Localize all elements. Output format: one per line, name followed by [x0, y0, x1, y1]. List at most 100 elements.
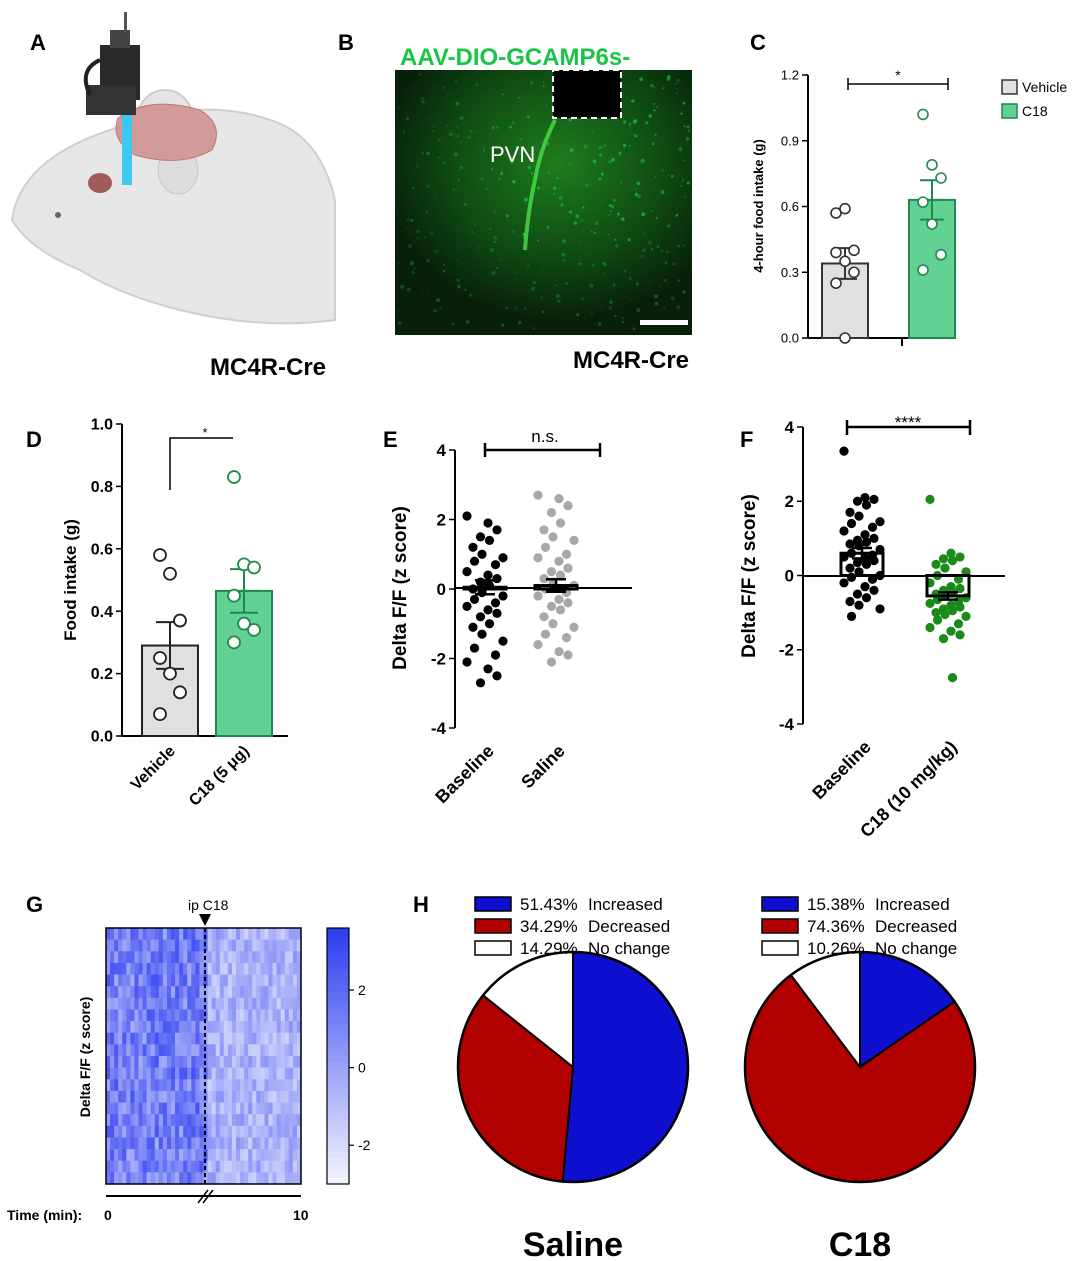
heat-cell	[166, 997, 172, 1010]
neuron-speck	[547, 171, 551, 175]
neuron-speck	[420, 178, 422, 180]
data-point	[533, 553, 543, 563]
heat-cell	[268, 986, 273, 999]
heat-cell	[146, 1021, 151, 1034]
heat-cell	[130, 939, 135, 952]
heat-cell	[130, 1009, 135, 1022]
heat-cell	[288, 1114, 294, 1127]
data-point	[484, 535, 495, 545]
heat-cell	[268, 1090, 273, 1103]
heat-cell	[276, 1125, 281, 1138]
heat-cell	[288, 1137, 294, 1150]
heat-cell	[138, 1160, 143, 1173]
heat-cell	[199, 1056, 204, 1068]
heat-cell	[122, 1067, 127, 1080]
neuron-speck	[664, 261, 668, 265]
heat-cell	[284, 1125, 290, 1138]
heat-cell	[207, 1090, 212, 1103]
heat-cell	[276, 1044, 281, 1057]
heat-cell	[244, 974, 249, 987]
neuron-speck	[677, 279, 681, 283]
heat-cell	[179, 1009, 184, 1022]
heat-cell	[130, 1044, 135, 1057]
data-point	[940, 563, 950, 573]
heat-cell	[122, 1172, 127, 1185]
neuron-speck	[653, 86, 655, 88]
heat-cell	[211, 951, 216, 964]
neuron-speck	[489, 227, 492, 231]
heat-cell	[130, 1021, 135, 1034]
pie-c18: C18	[743, 950, 977, 1261]
data-point	[830, 277, 842, 290]
neuron-speck	[421, 99, 423, 101]
heat-cell	[195, 1032, 200, 1045]
heat-cell	[276, 1149, 281, 1162]
neuron-speck	[611, 205, 614, 209]
heat-cell	[110, 974, 115, 987]
heat-cell	[252, 1172, 257, 1185]
neuron-speck	[540, 296, 544, 300]
heat-cell	[276, 939, 281, 952]
bar-1	[215, 589, 273, 737]
heat-cell	[142, 939, 147, 952]
heat-cell	[142, 1021, 147, 1034]
data-point	[875, 604, 885, 614]
heat-cell	[122, 939, 127, 952]
heat-cell	[146, 1032, 151, 1045]
neuron-speck	[499, 155, 501, 156]
data-point	[554, 646, 564, 657]
neuron-speck	[397, 107, 400, 109]
micrograph-texture	[397, 73, 691, 331]
data-point	[938, 634, 949, 644]
heat-cell	[195, 1172, 200, 1185]
heat-cell	[166, 1102, 172, 1115]
colorbar-step	[327, 1049, 349, 1057]
heat-cell	[199, 951, 204, 964]
heat-cell	[130, 1149, 135, 1162]
heat-cell	[138, 1149, 143, 1162]
data-point	[830, 207, 842, 219]
heat-cell	[276, 986, 281, 999]
heat-cell	[183, 1079, 188, 1092]
heat-cell	[154, 1079, 160, 1092]
heat-cell	[252, 1125, 257, 1138]
heat-cell	[187, 939, 192, 952]
neuron-speck	[455, 101, 460, 106]
neuron-speck	[595, 125, 596, 127]
heat-cell	[256, 1056, 261, 1068]
heat-cell	[175, 1137, 180, 1150]
neuron-speck	[517, 96, 520, 99]
heat-cell	[166, 1032, 172, 1045]
heat-cell	[175, 1044, 180, 1057]
heat-cell	[284, 974, 290, 987]
heat-cell	[166, 1079, 172, 1092]
heat-cell	[110, 1056, 115, 1068]
data-point	[955, 602, 965, 612]
heat-cell	[211, 939, 216, 952]
heat-cell	[256, 974, 261, 987]
data-point	[490, 598, 501, 608]
heat-cell	[166, 1125, 172, 1138]
heat-cell	[126, 986, 131, 999]
heat-cell	[130, 1090, 135, 1103]
heat-cell	[154, 1009, 160, 1022]
neuron-speck	[637, 194, 641, 199]
data-point	[845, 563, 855, 573]
heat-cell	[110, 1137, 115, 1150]
y-tick-label: 0	[437, 580, 446, 599]
heat-cell	[296, 1067, 302, 1080]
neuron-speck	[650, 247, 654, 251]
heat-cell	[268, 1056, 273, 1068]
heat-cell	[126, 951, 131, 964]
colorbar-step	[327, 1056, 349, 1063]
heat-cell	[292, 1137, 298, 1150]
data-point	[498, 591, 508, 601]
heat-cell	[138, 928, 143, 940]
heat-cell	[280, 1172, 286, 1185]
neuron-speck	[493, 209, 497, 213]
heat-cell	[126, 928, 131, 940]
heat-cell	[272, 1172, 277, 1185]
heat-cell	[183, 986, 188, 999]
neuron-speck	[598, 146, 602, 150]
heat-cell	[106, 1090, 111, 1103]
